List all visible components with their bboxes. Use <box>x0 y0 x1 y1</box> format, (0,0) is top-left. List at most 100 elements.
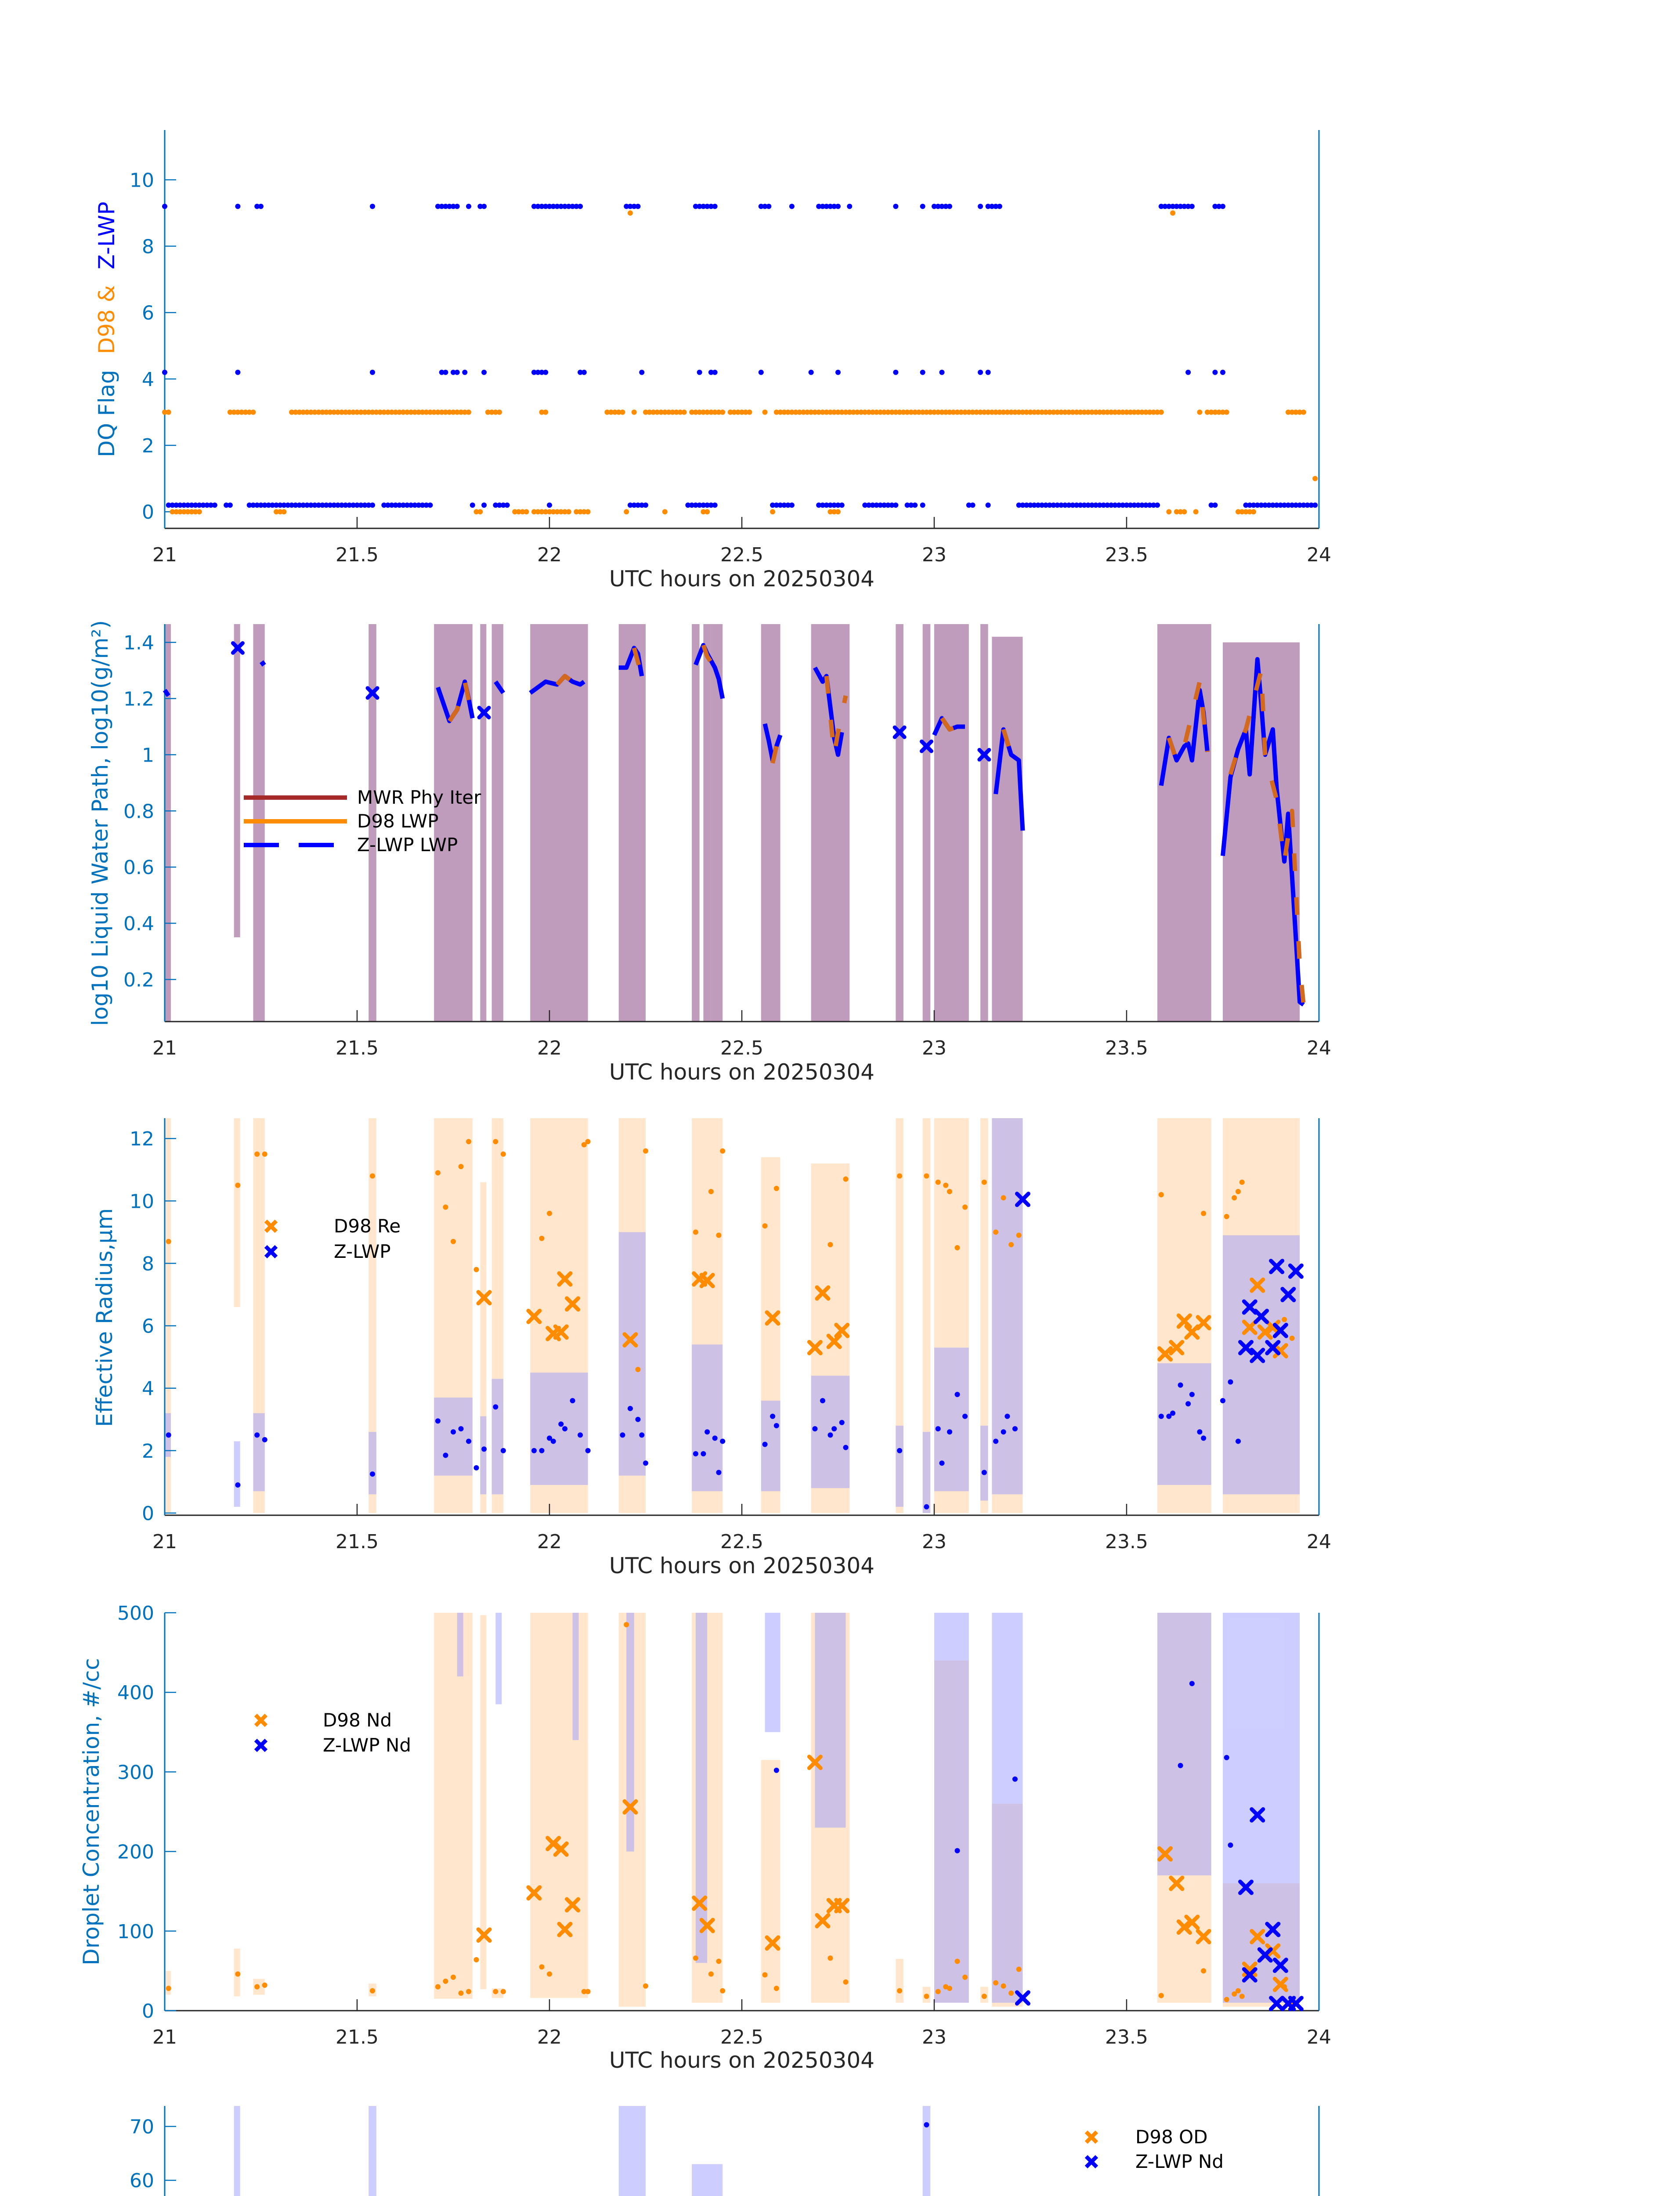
flag-point <box>1116 502 1122 508</box>
flag-point <box>562 203 568 209</box>
d98-point <box>1224 1997 1229 2002</box>
flag-point <box>327 409 333 415</box>
d98-cross-marker-path <box>622 1799 638 1815</box>
d98-point <box>585 1139 591 1145</box>
flag-point <box>300 409 306 415</box>
flag-point <box>281 509 287 515</box>
flag-point <box>1289 409 1295 415</box>
flag-point <box>170 502 175 508</box>
flag-point <box>620 409 625 415</box>
flag-point <box>1139 409 1145 415</box>
lwp-range-band <box>992 636 1023 1022</box>
data-marks <box>924 2122 929 2127</box>
flag-point <box>920 502 925 508</box>
zlwp-range-band <box>253 1413 265 1492</box>
zlwp-lwp-marker <box>892 725 907 739</box>
flag-point <box>908 502 914 508</box>
d98-point <box>947 1189 953 1195</box>
flag-point <box>654 409 660 415</box>
flag-point <box>173 509 179 515</box>
legend-marker-d98 <box>264 1219 278 1233</box>
flag-point <box>177 509 183 515</box>
d98-cross-marker <box>553 1841 569 1857</box>
flag-point <box>939 203 945 209</box>
flag-point <box>831 502 837 508</box>
lwp-range-band <box>811 624 850 1022</box>
flag-point <box>1024 409 1030 415</box>
flag-point <box>1016 502 1022 508</box>
flag-point <box>404 409 410 415</box>
y-tick-label: 0 <box>142 1503 154 1525</box>
flag-point <box>554 203 560 209</box>
flag-point <box>531 509 537 515</box>
d98-cross-marker <box>815 1285 831 1301</box>
flag-point <box>1016 409 1022 415</box>
flag-point <box>816 203 822 209</box>
flag-point <box>1077 409 1083 415</box>
zlwp-lwp-line <box>813 666 844 757</box>
flag-point <box>693 409 698 415</box>
d98-cross-marker <box>622 1332 638 1348</box>
flag-point <box>385 502 391 508</box>
zlwp-point <box>820 1398 825 1404</box>
flag-point <box>397 502 402 508</box>
d98-cross-marker-path <box>807 1340 823 1355</box>
zlwp-lwp-marker-path <box>365 686 379 700</box>
zlwp-point <box>1170 1410 1176 1416</box>
flag-point <box>516 509 521 515</box>
d98-point <box>1236 1189 1241 1195</box>
d98-point <box>493 1989 499 1994</box>
flag-point <box>451 203 456 209</box>
y-tick-label: 1 <box>142 744 154 766</box>
flag-point <box>581 509 587 515</box>
zlwp-point <box>635 1416 641 1422</box>
d98-cross-marker <box>1242 1319 1257 1335</box>
zlwp-cross-marker-path <box>1242 1967 1257 1983</box>
flag-point <box>739 409 744 415</box>
flag-point <box>1178 203 1183 209</box>
d98-cross-marker <box>1184 1324 1200 1340</box>
flag-point <box>705 409 710 415</box>
d98-point <box>473 1267 479 1272</box>
flag-point <box>624 203 629 209</box>
flag-point <box>1051 409 1056 415</box>
flag-point <box>1239 509 1245 515</box>
d98-point <box>435 1984 441 1990</box>
zlwp-point <box>473 1465 479 1470</box>
flag-point <box>1212 369 1218 375</box>
flag-point <box>981 409 987 415</box>
flag-point <box>1001 409 1006 415</box>
flag-point <box>712 409 718 415</box>
flag-point <box>289 409 295 415</box>
d98-range-band <box>761 1760 780 2003</box>
flag-point <box>851 409 856 415</box>
flag-point <box>358 409 364 415</box>
flag-point <box>1185 203 1191 209</box>
d98-cross-marker <box>765 1310 780 1326</box>
zlwp-cross-marker <box>1288 1263 1304 1279</box>
flag-point <box>416 502 422 508</box>
x-tick-label: 23.5 <box>1105 2026 1148 2048</box>
flag-point <box>1155 409 1160 415</box>
flag-point <box>708 502 714 508</box>
flag-point <box>985 409 991 415</box>
flag-point <box>239 409 245 415</box>
zlwp-point <box>585 1448 591 1453</box>
flag-point <box>935 203 941 209</box>
zlwp-point <box>897 1448 903 1453</box>
flag-point <box>1135 502 1141 508</box>
flag-point <box>193 509 199 515</box>
d98-point <box>773 1185 779 1191</box>
zlwp-point <box>620 1432 625 1438</box>
zlwp-cross-marker <box>1265 1340 1281 1355</box>
d98-point <box>547 1971 552 1977</box>
flag-point <box>270 502 275 508</box>
flag-point <box>843 409 849 415</box>
flag-point <box>1247 509 1253 515</box>
flag-point <box>962 409 968 415</box>
legend-cross-icon <box>264 1245 278 1259</box>
flag-point <box>635 203 641 209</box>
x-axis-label: UTC hours on 20250304 <box>609 2048 874 2073</box>
